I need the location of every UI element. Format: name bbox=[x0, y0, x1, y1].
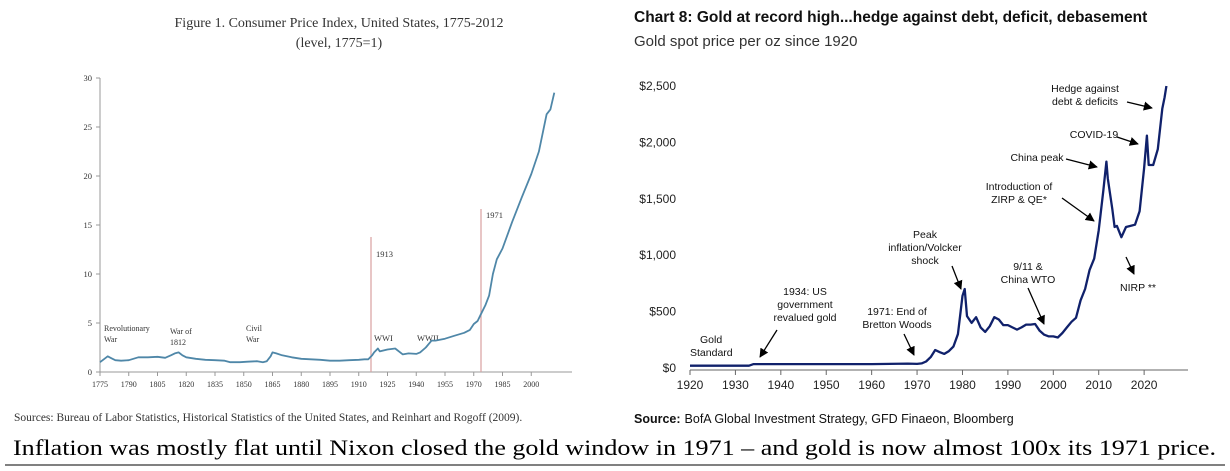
cpi-x-tick-label: 1865 bbox=[265, 380, 281, 389]
gold-y-tick-label: $2,500 bbox=[639, 79, 676, 93]
gold-y-tick-label: $0 bbox=[663, 361, 677, 375]
gold-annotation-china-peak: China peak bbox=[1010, 152, 1064, 164]
gold-annotation-hedge-2: debt & deficits bbox=[1052, 96, 1118, 108]
cpi-chart-subtitle: (level, 1775=1) bbox=[296, 36, 383, 51]
gold-annotation-911-2: China WTO bbox=[1001, 274, 1056, 286]
caption: Inflation was mostly flat until Nixon cl… bbox=[13, 435, 1216, 460]
gold-y-tick-label: $1,500 bbox=[639, 192, 676, 206]
cpi-x-tick-label: 1985 bbox=[495, 380, 511, 389]
gold-annotation-hedge-1: Hedge against bbox=[1051, 83, 1119, 95]
gold-annotation-1934-1: 1934: US bbox=[783, 286, 827, 298]
gold-annotation-1971-1: 1971: End of bbox=[867, 306, 927, 318]
gold-annotation-covid: COVID-19 bbox=[1070, 129, 1119, 141]
cpi-y-tick-label: 5 bbox=[88, 318, 92, 328]
cpi-x-tick-label: 1955 bbox=[437, 380, 453, 389]
arrow-1934 bbox=[759, 329, 778, 358]
cpi-x-tick-label: 1910 bbox=[351, 380, 367, 389]
gold-source-text: BofA Global Investment Strategy, GFD Fin… bbox=[685, 412, 1014, 426]
gold-x-tick-label: 2000 bbox=[1040, 378, 1067, 392]
cpi-x-tick-label: 1820 bbox=[178, 380, 194, 389]
gold-y-tick-label: $1,000 bbox=[639, 248, 676, 262]
gold-chart-title: Chart 8: Gold at record high...hedge aga… bbox=[634, 9, 1147, 26]
gold-x-tick-label: 1940 bbox=[767, 378, 794, 392]
gold-chart-subtitle: Gold spot price per oz since 1920 bbox=[634, 33, 857, 50]
gold-annotation-gold-standard-1: Gold bbox=[700, 334, 722, 346]
cpi-series-line bbox=[99, 92, 556, 364]
gold-x-tick-label: 1970 bbox=[904, 378, 931, 392]
gold-y-ticks: $0 $500 $1,000 $1,500 $2,000 $2,500 bbox=[639, 79, 676, 375]
cpi-y-tick-label: 30 bbox=[84, 73, 93, 83]
gold-series-line bbox=[690, 85, 1168, 367]
cpi-annotation-revolutionary-war-2: War bbox=[104, 335, 117, 344]
cpi-x-tick-label: 1940 bbox=[408, 380, 424, 389]
gold-annotation-volcker-1: Peak bbox=[913, 229, 938, 241]
gold-annotation-nirp: NIRP ** bbox=[1120, 282, 1156, 294]
cpi-x-tick-label: 1805 bbox=[150, 380, 166, 389]
arrow-911 bbox=[1027, 287, 1045, 325]
gold-annotation-zirp-2: ZIRP & QE* bbox=[991, 194, 1047, 206]
cpi-annotation-civil-war-1: Civil bbox=[246, 324, 263, 333]
gold-annotation-911-1: 9/11 & bbox=[1013, 261, 1043, 273]
cpi-x-tick-label: 1835 bbox=[207, 380, 223, 389]
gold-x-ticks: 1920 1930 1940 1950 1960 1970 1980 1990 2000 2010… bbox=[677, 370, 1158, 392]
gold-annotation-1971-2: Bretton Woods bbox=[862, 319, 931, 331]
arrow-nirp bbox=[1125, 256, 1135, 275]
gold-annotation-1934-2: government bbox=[777, 299, 833, 311]
cpi-x-tick-label: 1880 bbox=[293, 380, 309, 389]
cpi-x-tick-label: 1895 bbox=[322, 380, 338, 389]
arrow-china-peak bbox=[1065, 158, 1098, 170]
cpi-annotation-wwi: WWI bbox=[374, 333, 393, 343]
gold-x-tick-label: 2010 bbox=[1085, 378, 1112, 392]
cpi-x-tick-label: 1790 bbox=[121, 380, 137, 389]
cpi-y-tick-label: 15 bbox=[84, 220, 93, 230]
gold-x-tick-label: 1920 bbox=[677, 378, 704, 392]
cpi-marker-label-1971: 1971 bbox=[486, 210, 503, 220]
gold-x-tick-label: 2020 bbox=[1131, 378, 1158, 392]
arrow-zirp bbox=[1061, 197, 1095, 222]
arrow-volcker bbox=[951, 265, 963, 290]
arrow-covid bbox=[1116, 136, 1139, 146]
gold-annotation-gold-standard-2: Standard bbox=[690, 347, 733, 359]
cpi-annotation-civil-war-2: War bbox=[246, 335, 259, 344]
cpi-chart-title: Figure 1. Consumer Price Index, United S… bbox=[175, 16, 504, 31]
cpi-x-tick-label: 1850 bbox=[236, 380, 252, 389]
gold-annotation-volcker-3: shock bbox=[911, 255, 939, 267]
cpi-x-tick-label: 1925 bbox=[380, 380, 396, 389]
arrow-hedge bbox=[1126, 101, 1153, 111]
gold-x-tick-label: 1990 bbox=[995, 378, 1022, 392]
cpi-x-ticks: 1775 1790 1805 1820 1835 1850 1865 1880 1895 1910… bbox=[92, 372, 539, 389]
gold-y-tick-label: $2,000 bbox=[639, 135, 676, 149]
cpi-source: Sources: Bureau of Labor Statistics, His… bbox=[14, 412, 522, 424]
gold-x-tick-label: 1930 bbox=[722, 378, 749, 392]
arrow-1971 bbox=[903, 333, 915, 356]
gold-annotation-1934-3: revalued gold bbox=[773, 312, 836, 324]
gold-source: Source: BofA Global Investment Strategy, … bbox=[634, 412, 1014, 426]
cpi-y-tick-label: 20 bbox=[84, 171, 93, 181]
cpi-y-tick-label: 25 bbox=[84, 122, 93, 132]
gold-x-tick-label: 1980 bbox=[949, 378, 976, 392]
gold-chart: Chart 8: Gold at record high...hedge aga… bbox=[634, 9, 1188, 392]
cpi-x-tick-label: 1970 bbox=[466, 380, 482, 389]
gold-x-tick-label: 1960 bbox=[858, 378, 885, 392]
cpi-marker-label-1913: 1913 bbox=[376, 249, 393, 259]
gold-annotation-volcker-2: inflation/Volcker bbox=[888, 242, 962, 254]
cpi-annotation-wwii: WWII bbox=[417, 333, 439, 343]
gold-annotation-zirp-1: Introduction of bbox=[986, 181, 1053, 193]
cpi-y-tick-label: 10 bbox=[84, 269, 93, 279]
gold-x-tick-label: 1950 bbox=[813, 378, 840, 392]
cpi-y-ticks: 0 5 10 15 20 25 30 bbox=[84, 73, 100, 377]
gold-annotation-arrows bbox=[759, 101, 1153, 358]
cpi-annotation-war-1812-1: War of bbox=[170, 327, 192, 336]
cpi-x-tick-label: 1775 bbox=[92, 380, 108, 389]
gold-source-label: Source: bbox=[634, 412, 681, 426]
cpi-annotation-war-1812-2: 1812 bbox=[170, 338, 186, 347]
cpi-annotation-revolutionary-war-1: Revolutionary bbox=[104, 324, 150, 333]
gold-y-tick-label: $500 bbox=[649, 305, 676, 319]
cpi-chart: Figure 1. Consumer Price Index, United S… bbox=[84, 16, 572, 389]
cpi-y-tick-label: 0 bbox=[88, 367, 92, 377]
cpi-x-tick-label: 2000 bbox=[523, 380, 539, 389]
